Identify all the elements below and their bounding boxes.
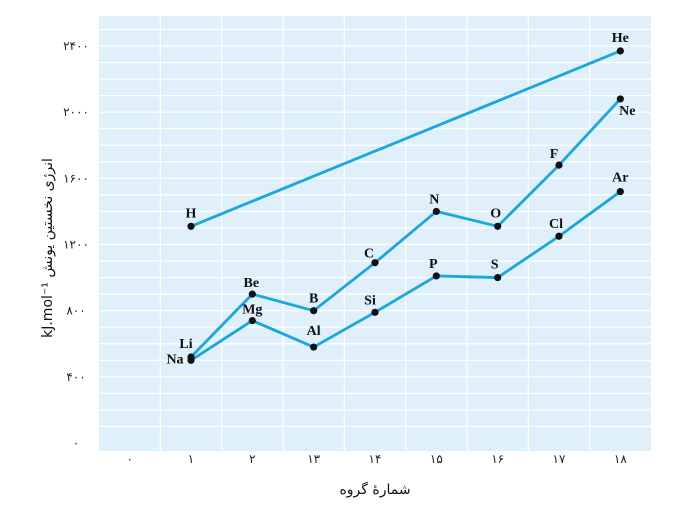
y-tick-label: ۰ — [73, 436, 79, 450]
data-point — [310, 343, 318, 351]
data-point — [616, 47, 624, 55]
point-label: B — [309, 292, 318, 307]
point-labels: H He Li Be B C N O F Ne Na Mg Al Si P S Cl Ar — [166, 31, 635, 367]
x-tick-label: ۱۴ — [369, 452, 382, 466]
x-tick-label: ۰ — [126, 452, 132, 466]
point-label: Li — [179, 337, 192, 352]
point-label: H — [186, 206, 197, 221]
data-point — [616, 187, 624, 196]
point-label: Al — [307, 324, 321, 339]
series-line — [190, 49, 621, 228]
series-line — [189, 97, 622, 358]
data-point — [187, 222, 195, 230]
point-label: N — [429, 192, 439, 207]
point-label: He — [612, 31, 629, 46]
y-tick-label: ۲۴۰۰ — [63, 39, 89, 53]
data-point — [371, 308, 379, 316]
data-point — [187, 356, 195, 364]
data-point — [555, 161, 563, 169]
data-point — [248, 290, 256, 298]
point-label: Na — [166, 352, 183, 367]
x-tick-labels: ۰ ۱ ۲ ۱۳ ۱۴ ۱۵ ۱۶ ۱۷ ۱۸ — [126, 452, 627, 466]
data-point — [616, 95, 624, 103]
x-tick-label: ۱۳ — [307, 452, 320, 466]
point-label: Ar — [612, 171, 628, 186]
data-points — [187, 47, 624, 364]
series-lines — [189, 49, 622, 362]
x-tick-label: ۱ — [188, 452, 194, 466]
point-label: F — [550, 147, 559, 162]
data-point — [371, 259, 379, 267]
data-point — [432, 207, 440, 216]
x-tick-label: ۱۶ — [491, 452, 504, 466]
data-point — [494, 273, 502, 282]
point-label: O — [490, 206, 501, 221]
x-tick-label: ۱۷ — [553, 452, 566, 466]
y-tick-label: ۱۶۰۰ — [63, 171, 89, 185]
y-tick-labels: ۰ ۴۰۰ ۸۰۰ ۱۲۰۰ ۱۶۰۰ ۲۰۰۰ ۲۴۰۰ — [63, 39, 89, 450]
x-tick-label: ۱۸ — [614, 452, 627, 466]
data-point — [432, 272, 440, 280]
data-point — [555, 232, 563, 240]
point-label: Si — [364, 293, 376, 308]
y-tick-label: ۱۲۰۰ — [63, 238, 89, 252]
y-tick-label: ۴۰۰ — [66, 370, 85, 384]
x-tick-label: ۱۵ — [430, 452, 443, 466]
series-line — [190, 190, 622, 362]
point-label: Be — [244, 276, 260, 291]
x-tick-label: ۲ — [249, 452, 255, 466]
y-tick-label: ۲۰۰۰ — [63, 105, 89, 119]
point-label: S — [491, 258, 499, 273]
point-label: Ne — [619, 104, 635, 119]
point-label: C — [364, 247, 374, 262]
grid — [99, 16, 651, 451]
x-axis-title: شمارهٔ گروه — [339, 481, 410, 498]
plot-area — [99, 16, 651, 451]
y-axis-title: انرژی نخستین یونش kJ.mol⁻¹ — [40, 158, 56, 338]
point-label: Mg — [242, 303, 262, 318]
point-label: Cl — [549, 217, 563, 232]
data-point — [494, 222, 502, 230]
data-point — [310, 307, 318, 315]
data-point — [248, 316, 256, 325]
point-label: P — [429, 257, 438, 272]
y-tick-label: ۸۰۰ — [66, 304, 85, 318]
